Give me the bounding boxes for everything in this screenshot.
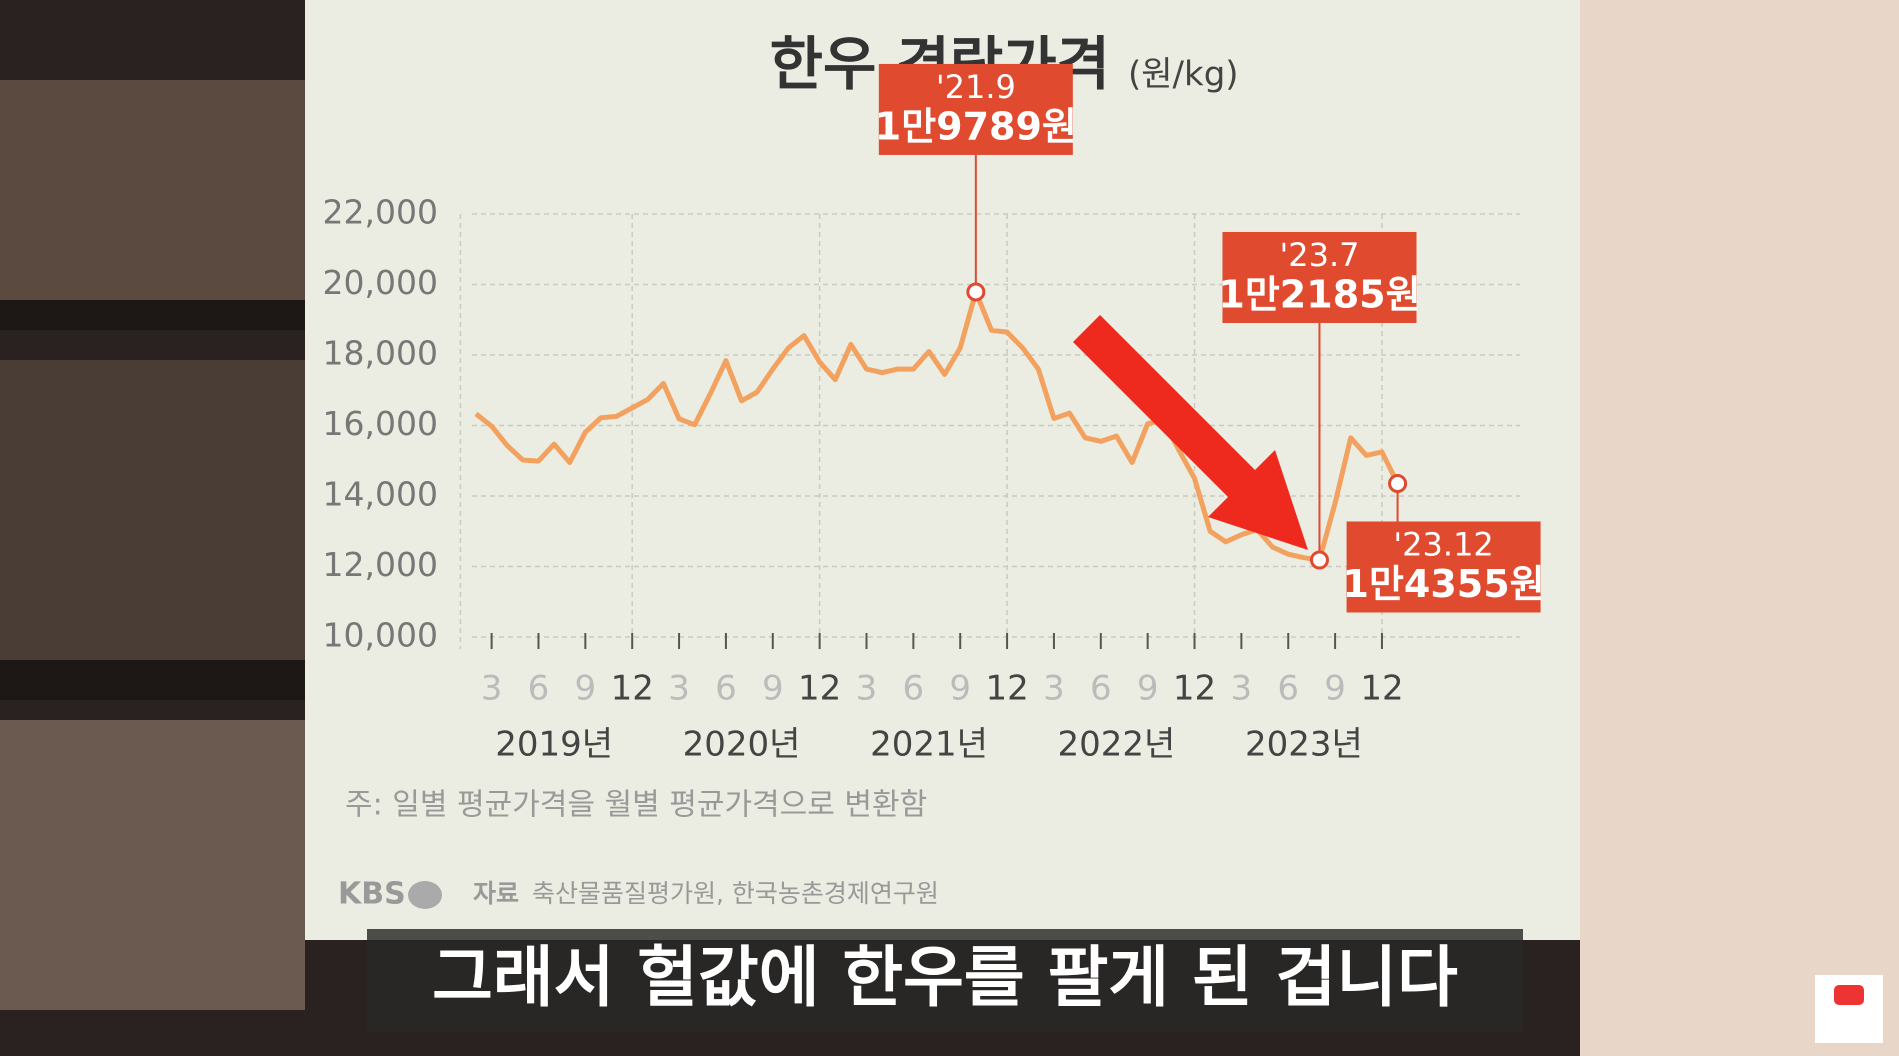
x-tick-label: 12	[1360, 669, 1403, 709]
x-group-label: 2023년	[1245, 725, 1363, 765]
x-tick-label: 6	[1277, 669, 1299, 709]
x-tick-label: 9	[949, 669, 971, 709]
chart-unit: (원/kg)	[1128, 55, 1239, 95]
x-tick-label: 12	[611, 669, 654, 709]
y-tick-label: 20,000	[323, 263, 438, 302]
x-tick-label: 3	[856, 669, 878, 709]
x-tick-label: 9	[1324, 669, 1346, 709]
x-tick-label: 3	[481, 669, 503, 709]
annotation-date: '23.7	[1279, 236, 1359, 274]
source: 축산물품질평가원, 한국농촌경제연구원	[532, 879, 939, 908]
annotation-box	[1222, 231, 1417, 323]
y-tick-label: 12,000	[323, 545, 438, 584]
y-tick-label: 14,000	[323, 475, 438, 514]
logo: KBS	[338, 877, 406, 912]
wall	[1580, 0, 1899, 1056]
x-tick-label: 9	[1137, 669, 1159, 709]
x-tick-label: 6	[903, 669, 925, 709]
x-group-label: 2022년	[1058, 725, 1176, 765]
x-tick-label: 6	[1090, 669, 1112, 709]
y-tick-label: 16,000	[323, 404, 438, 443]
y-tick-label: 10,000	[323, 616, 438, 655]
x-tick-label: 12	[798, 669, 841, 709]
point-marker	[966, 282, 986, 302]
line-series	[474, 289, 1400, 563]
annotation-value: 1만2185원	[1218, 272, 1420, 316]
x-tick-label: 6	[715, 669, 737, 709]
y-tick-label: 18,000	[323, 334, 438, 373]
channel-icon-mark	[1834, 985, 1864, 1005]
annotation-value: 1만4355원	[1343, 562, 1545, 606]
x-tick-label: 3	[1231, 669, 1253, 709]
plot: 10,000 12,000 14,000 16,000 18,000 20,000 22,0…	[323, 193, 1520, 765]
x-tick-label: 9	[762, 669, 784, 709]
x-group-label: 2021년	[870, 725, 988, 765]
annotation-date: '23.12	[1393, 525, 1493, 563]
note: 주: 일별 평균가격을 월별 평균가격으로 변환함	[345, 788, 927, 823]
caption-box	[367, 929, 1523, 1032]
x-tick-label: 12	[1173, 669, 1216, 709]
annotation-value: 1만9789원	[875, 104, 1077, 148]
caption: 그래서 헐값에 한우를 팔게 된 겁니다	[432, 939, 1458, 1016]
x-tick-label: 12	[985, 669, 1028, 709]
x-tick-label: 9	[575, 669, 597, 709]
annotation-date: '21.9	[936, 68, 1016, 106]
source-label: 자료	[473, 879, 519, 908]
x-tick-label: 3	[668, 669, 690, 709]
y-tick-label: 22,000	[323, 193, 438, 232]
x-group-label: 2020년	[683, 725, 801, 765]
x-tick-label: 6	[528, 669, 550, 709]
point-marker	[1388, 473, 1408, 493]
annotation-box	[1346, 521, 1541, 613]
logo-mark	[408, 881, 442, 909]
annotation-box	[878, 63, 1073, 155]
chart-panel	[305, 0, 1580, 940]
bookshelf	[0, 80, 305, 1010]
trend-arrow	[1073, 315, 1308, 550]
x-tick-label: 3	[1043, 669, 1065, 709]
x-group-label: 2019년	[495, 725, 613, 765]
point-marker	[1309, 550, 1329, 570]
